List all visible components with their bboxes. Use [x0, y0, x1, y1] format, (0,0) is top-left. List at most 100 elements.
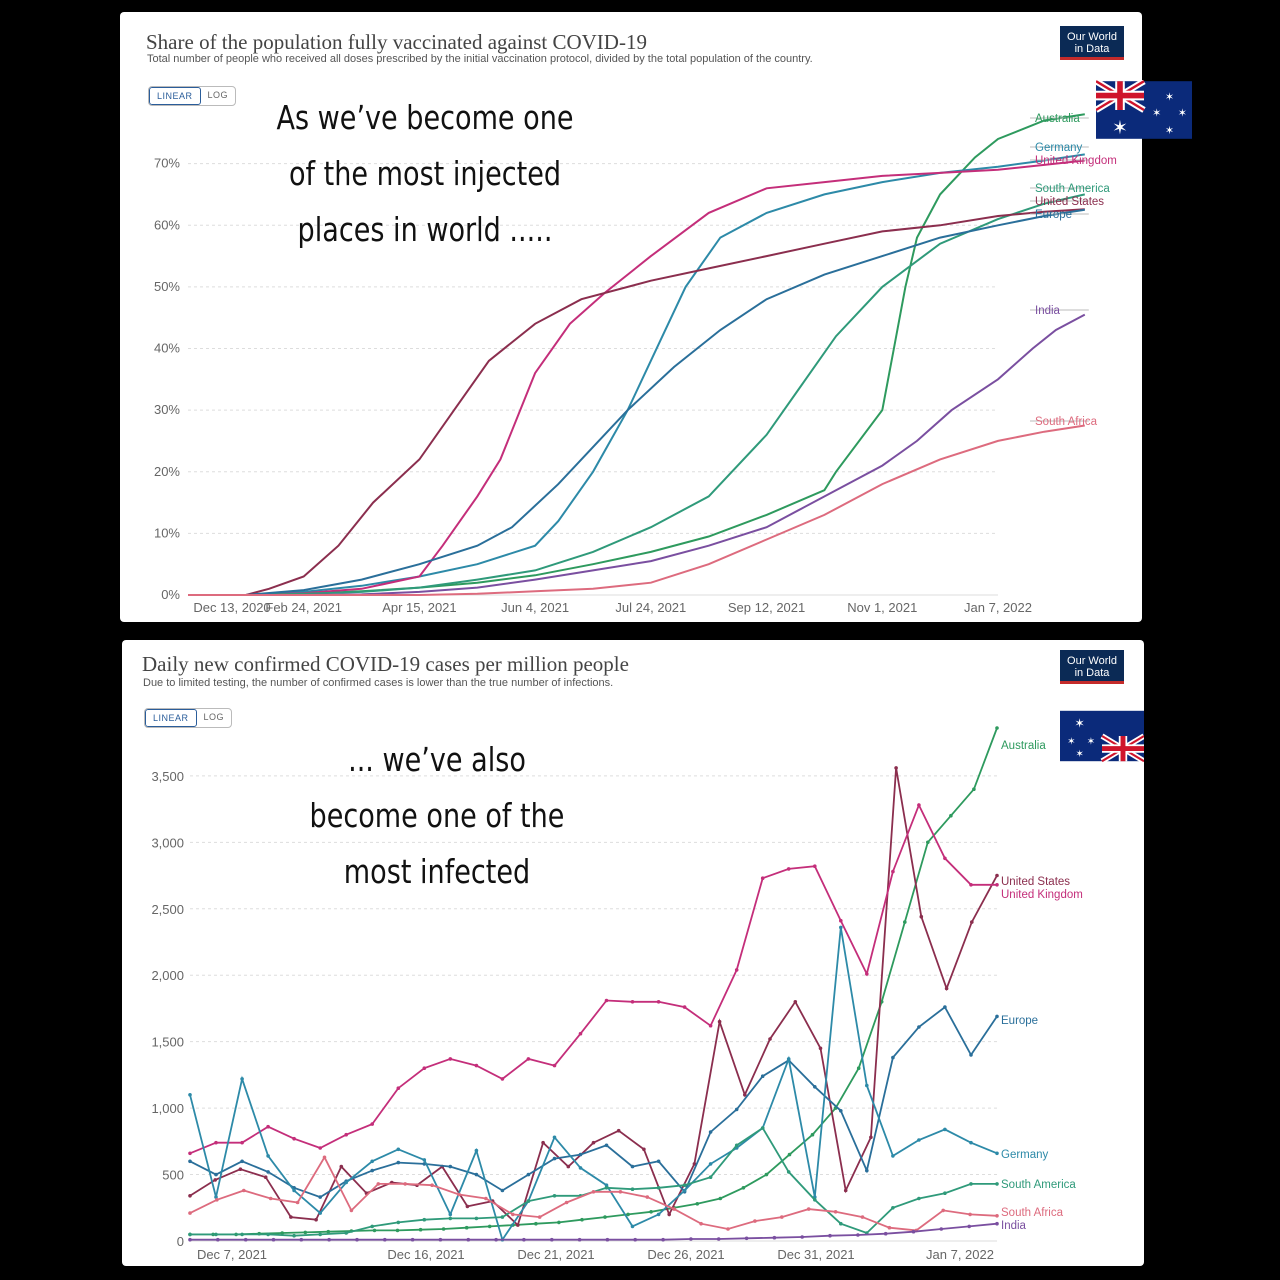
series-label-south-america: South America [1001, 1179, 1076, 1191]
data-point-south-america [396, 1220, 401, 1225]
data-point-india [911, 1229, 916, 1234]
series-line-united-kingdom [188, 159, 1085, 596]
data-point-germany [448, 1212, 453, 1217]
data-point-united-kingdom [318, 1146, 322, 1150]
data-point-europe [839, 1109, 843, 1113]
data-point-united-states [188, 1194, 192, 1198]
data-point-south-africa [376, 1182, 381, 1186]
data-point-europe [578, 1152, 583, 1157]
data-point-germany [839, 925, 843, 930]
svg-text:✶: ✶ [1074, 717, 1085, 731]
data-point-germany [708, 1162, 713, 1166]
x-tick-label: Dec 7, 2021 [197, 1247, 267, 1262]
data-point-united-states [263, 1175, 268, 1179]
data-point-europe [865, 1168, 869, 1173]
data-point-south-america [526, 1199, 531, 1203]
data-point-europe [813, 1085, 817, 1089]
series-line-europe [189, 1005, 998, 1199]
data-point-united-states [616, 1128, 621, 1133]
data-point-germany [474, 1148, 479, 1153]
data-point-india [494, 1237, 498, 1242]
series-label-india: India [1035, 305, 1061, 317]
data-point-india [856, 1233, 860, 1237]
series-line-germany [189, 927, 998, 1242]
data-point-india [188, 1237, 192, 1242]
data-point-south-africa [215, 1198, 219, 1202]
data-point-australia [557, 1220, 561, 1225]
data-point-south-america [969, 1182, 973, 1186]
y-tick-label: 60% [154, 217, 180, 232]
svg-text:✶: ✶ [1178, 107, 1187, 119]
data-point-germany [396, 1147, 401, 1152]
data-point-south-africa [806, 1207, 811, 1211]
data-point-south-africa [753, 1219, 757, 1223]
data-point-united-states [289, 1215, 293, 1219]
data-point-australia [764, 1172, 769, 1177]
data-point-south-america [266, 1232, 270, 1237]
data-point-south-africa [430, 1183, 434, 1187]
data-point-australia [395, 1228, 400, 1233]
data-point-europe [734, 1107, 739, 1112]
data-point-south-africa [645, 1195, 650, 1199]
data-point-germany [943, 1127, 947, 1132]
data-point-germany [240, 1077, 244, 1081]
data-point-south-america [500, 1215, 505, 1219]
data-point-europe [943, 1005, 947, 1009]
data-point-south-america [240, 1232, 244, 1237]
data-point-united-states [970, 920, 974, 924]
data-point-south-america [448, 1216, 453, 1221]
data-point-australia [995, 726, 999, 730]
data-point-south-america [708, 1175, 713, 1179]
data-point-united-kingdom [891, 869, 895, 874]
series-line-europe [188, 208, 1085, 596]
overlay-caption-bottom: ... we’ve also become one of the most in… [285, 732, 588, 900]
data-point-australia [856, 1066, 861, 1070]
series-label-germany: Germany [1001, 1149, 1049, 1161]
data-point-united-kingdom [839, 918, 843, 923]
data-point-india [967, 1224, 971, 1229]
data-point-germany [370, 1159, 374, 1164]
data-point-south-america [943, 1191, 947, 1195]
y-tick-label: 3,500 [151, 769, 184, 784]
data-point-australia [418, 1227, 423, 1232]
data-point-india [410, 1237, 415, 1242]
series-label-south-america: South America [1035, 183, 1110, 195]
series-label-south-africa: South Africa [1001, 1207, 1064, 1219]
data-point-united-kingdom [969, 883, 973, 887]
data-point-south-america [344, 1231, 348, 1235]
data-point-australia [487, 1224, 492, 1229]
data-point-india [466, 1237, 471, 1242]
log-button[interactable]: LOG [207, 90, 229, 100]
linear-button[interactable]: LINEAR [145, 709, 197, 727]
logo-line-1: Our World [1067, 31, 1117, 43]
data-point-australia [580, 1217, 584, 1222]
log-button[interactable]: LOG [203, 712, 225, 722]
data-point-south-africa [860, 1215, 865, 1219]
data-point-india [383, 1237, 387, 1242]
data-point-united-kingdom [943, 856, 947, 861]
logo-line-2: in Data [1074, 43, 1110, 55]
series-line-india [188, 313, 1086, 596]
series-label-united-states: United States [1035, 196, 1104, 208]
data-point-united-states [818, 1046, 823, 1051]
data-point-south-africa [833, 1210, 838, 1214]
data-point-south-america [682, 1183, 687, 1187]
linear-button[interactable]: LINEAR [149, 87, 201, 105]
data-point-india [689, 1237, 693, 1241]
data-point-germany [422, 1158, 427, 1162]
data-point-europe [760, 1074, 765, 1078]
data-point-united-states [566, 1164, 571, 1169]
svg-text:✶: ✶ [1112, 118, 1128, 139]
data-point-australia [903, 920, 907, 924]
data-point-south-america [891, 1206, 895, 1210]
data-point-india [995, 1221, 999, 1226]
x-tick-label: Nov 1, 2021 [847, 600, 917, 615]
data-point-south-africa [995, 1214, 999, 1218]
data-point-south-america [995, 1182, 999, 1186]
data-point-united-kingdom [266, 1124, 270, 1129]
x-tick-label: Jun 4, 2021 [501, 600, 569, 615]
scale-toggle: LINEAR LOG [144, 708, 233, 728]
y-tick-label: 3,000 [151, 835, 184, 850]
data-point-europe [891, 1055, 895, 1060]
data-point-united-states [743, 1093, 747, 1097]
